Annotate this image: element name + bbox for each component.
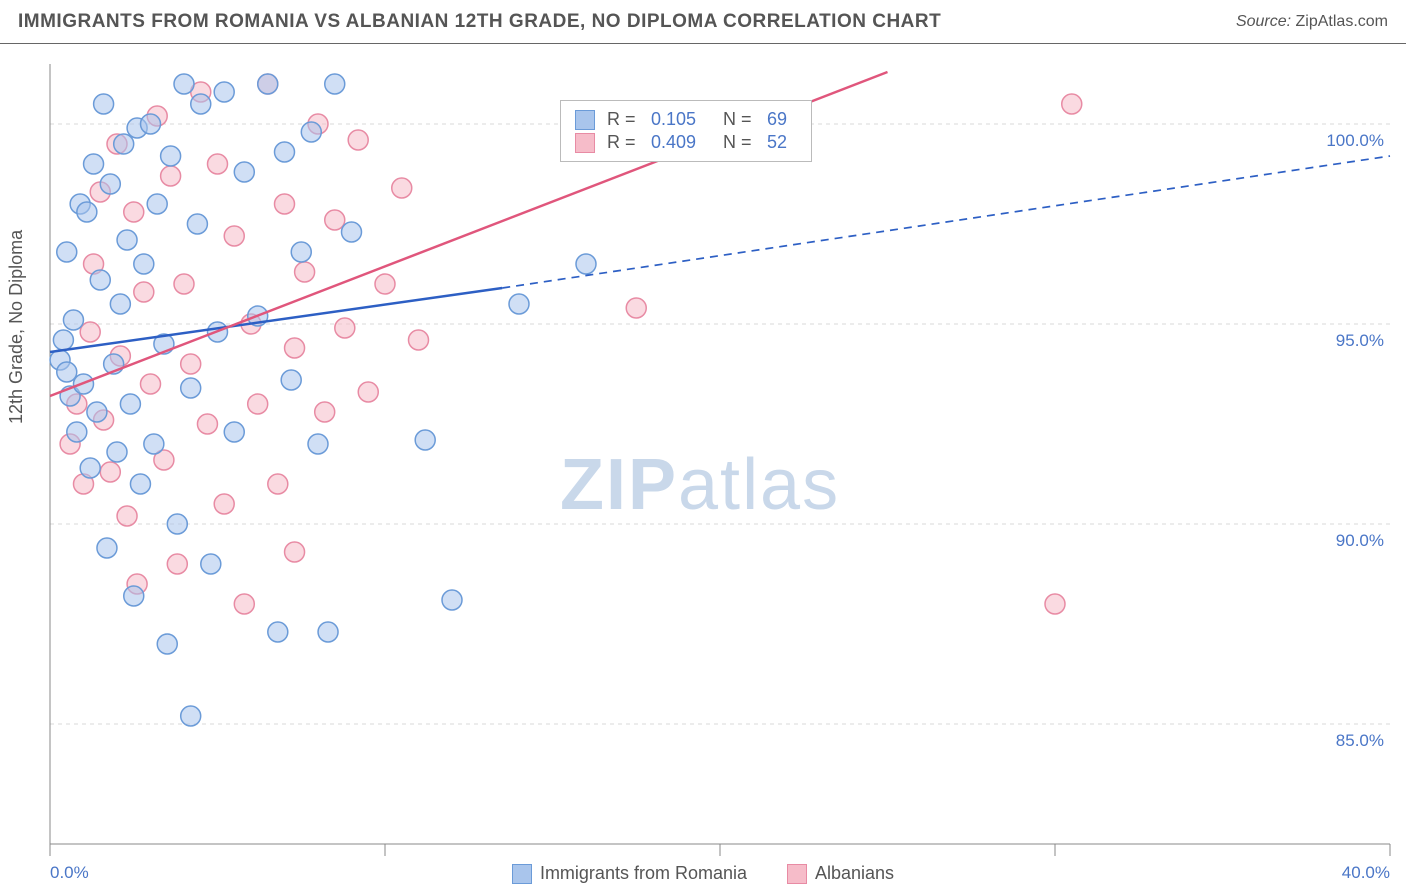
- stats-legend-row-romania: R = 0.105 N = 69: [575, 109, 797, 130]
- chart-area: 12th Grade, No Diploma ZIPatlas 85.0%90.…: [0, 44, 1406, 892]
- legend-label-albanians: Albanians: [815, 863, 894, 884]
- legend-swatch-albanians: [575, 133, 595, 153]
- legend-item-albanians: Albanians: [787, 863, 894, 884]
- svg-text:95.0%: 95.0%: [1336, 331, 1384, 350]
- svg-text:100.0%: 100.0%: [1326, 131, 1384, 150]
- r-value-albanians: 0.409: [651, 132, 711, 153]
- y-axis-label: 12th Grade, No Diploma: [6, 230, 27, 424]
- n-value-albanians: 52: [767, 132, 797, 153]
- scatter-chart-svg: 85.0%90.0%95.0%100.0%0.0%40.0%: [0, 44, 1406, 892]
- series-legend: Immigrants from Romania Albanians: [0, 863, 1406, 884]
- source-value: ZipAtlas.com: [1296, 13, 1388, 30]
- r-value-romania: 0.105: [651, 109, 711, 130]
- stats-legend: R = 0.105 N = 69 R = 0.409 N = 52: [560, 100, 812, 162]
- svg-text:90.0%: 90.0%: [1336, 531, 1384, 550]
- r-label: R =: [607, 109, 639, 130]
- title-bar: IMMIGRANTS FROM ROMANIA VS ALBANIAN 12TH…: [0, 0, 1406, 44]
- legend-swatch-romania: [512, 864, 532, 884]
- source-attribution: Source: ZipAtlas.com: [1236, 13, 1388, 31]
- r-label: R =: [607, 132, 639, 153]
- n-label: N =: [723, 109, 755, 130]
- source-label: Source:: [1236, 13, 1291, 30]
- legend-label-romania: Immigrants from Romania: [540, 863, 747, 884]
- legend-swatch-albanians: [787, 864, 807, 884]
- n-label: N =: [723, 132, 755, 153]
- chart-title: IMMIGRANTS FROM ROMANIA VS ALBANIAN 12TH…: [18, 11, 941, 33]
- stats-legend-row-albanians: R = 0.409 N = 52: [575, 132, 797, 153]
- n-value-romania: 69: [767, 109, 797, 130]
- svg-text:85.0%: 85.0%: [1336, 731, 1384, 750]
- legend-item-romania: Immigrants from Romania: [512, 863, 747, 884]
- legend-swatch-romania: [575, 110, 595, 130]
